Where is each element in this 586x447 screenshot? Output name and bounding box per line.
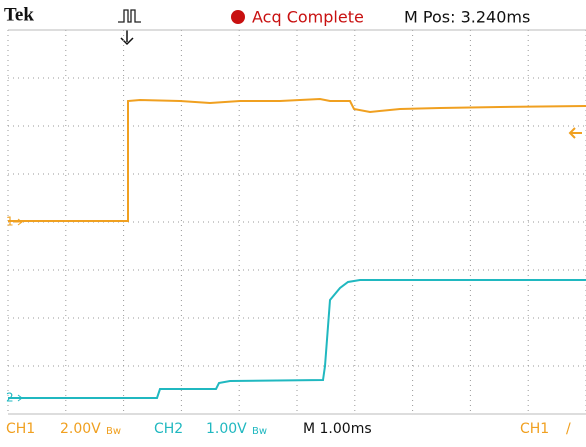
trigger-level bbox=[568, 127, 582, 139]
ch1-arrow bbox=[14, 218, 23, 226]
ch1-bw: Bw bbox=[106, 426, 121, 437]
ch2-bw: Bw bbox=[252, 426, 267, 437]
position: M Pos: 3.240ms bbox=[404, 8, 530, 27]
acq-indicator bbox=[231, 10, 245, 24]
trigger-slope: / bbox=[566, 421, 571, 437]
trigger-icon bbox=[118, 9, 141, 23]
trigger-position bbox=[120, 30, 134, 46]
ch2-marker: 2 bbox=[6, 391, 14, 405]
ch2-arrow bbox=[14, 394, 23, 402]
ch2-trace bbox=[8, 279, 586, 399]
brand: Tek bbox=[4, 4, 34, 25]
trigger-source: CH1 bbox=[520, 421, 549, 437]
ch1-scale: 2.00V bbox=[60, 421, 101, 437]
graticule bbox=[7, 29, 586, 415]
ch2-scale: 1.00V bbox=[206, 421, 247, 437]
ch1-marker: 1 bbox=[6, 215, 14, 229]
status: Acq Complete bbox=[252, 8, 364, 27]
timebase: M 1.00ms bbox=[303, 421, 372, 437]
ch2-name: CH2 bbox=[154, 421, 183, 437]
ch1-name: CH1 bbox=[6, 421, 35, 437]
ch1-trace bbox=[8, 97, 586, 222]
